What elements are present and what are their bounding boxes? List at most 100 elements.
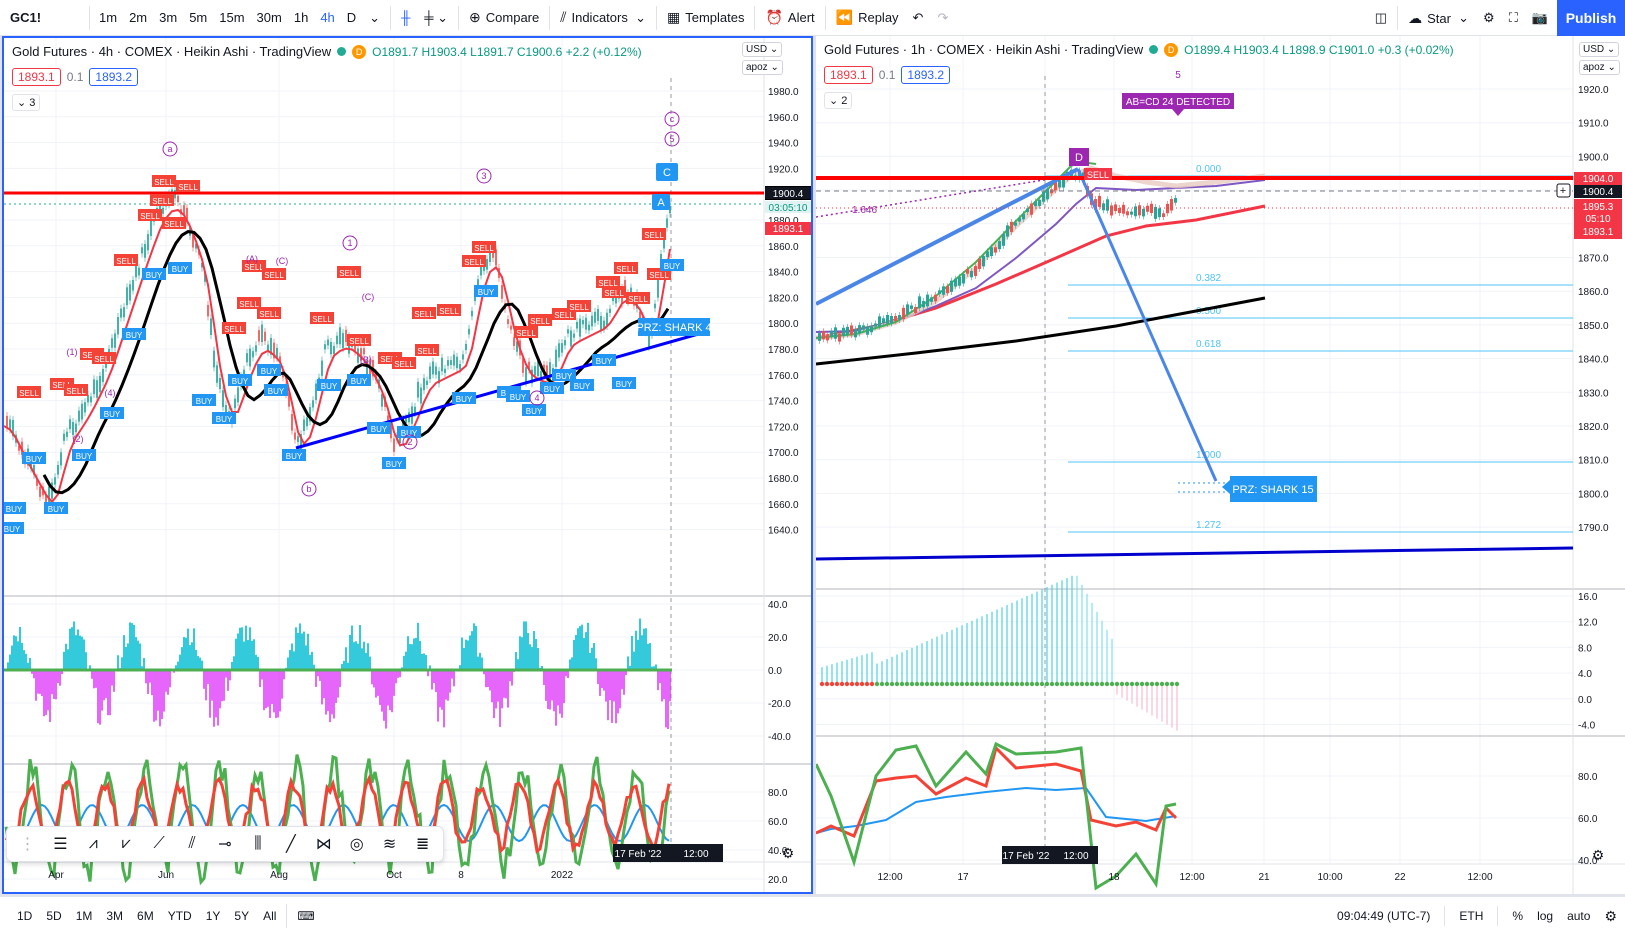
- horizontal-ray-tool-icon[interactable]: ⊸: [218, 836, 232, 853]
- interval-5m[interactable]: 5m: [189, 10, 208, 25]
- redo-button[interactable]: ↷: [930, 0, 955, 36]
- bars-pattern-tool-icon[interactable]: ⫼: [254, 835, 262, 852]
- clock-timezone[interactable]: 09:04:49 (UTC-7): [1337, 909, 1431, 923]
- buy-signal: [552, 369, 576, 381]
- add-alert-plus-icon[interactable]: [1556, 183, 1571, 198]
- abc-pattern-tool-icon[interactable]: ⩘: [88, 835, 98, 852]
- range-1d[interactable]: 1D: [17, 908, 33, 923]
- interval-4h[interactable]: 4h: [320, 10, 335, 25]
- interval-15m[interactable]: 15m: [219, 10, 245, 25]
- toolbar-divider: [89, 5, 90, 30]
- left-chart-canvas[interactable]: SELLSELLSELLSELLSELLSELLSELLSELLSELLSELL…: [4, 38, 811, 892]
- interval-30m[interactable]: 30m: [256, 10, 282, 25]
- fullscreen-button[interactable]: ⛶: [1502, 0, 1525, 36]
- chart-settings-gear-icon[interactable]: ⚙: [1604, 907, 1617, 924]
- session-button[interactable]: ETH: [1459, 909, 1484, 923]
- star-button[interactable]: ☁ Star ⌄: [1408, 9, 1470, 26]
- candle-body: [1174, 197, 1177, 203]
- histogram-dot: [869, 681, 875, 687]
- auto-scale-toggle[interactable]: auto: [1567, 909, 1591, 923]
- fib-extension-label: 1.646: [852, 205, 877, 216]
- alert-button[interactable]: ⏰ Alert: [758, 0, 821, 36]
- time-axis-settings-gear-icon[interactable]: ⚙: [782, 845, 795, 861]
- range-5y[interactable]: 5Y: [234, 908, 250, 923]
- fib-retracement-tool-icon[interactable]: ≣: [415, 836, 430, 853]
- range-3m[interactable]: 3M: [106, 908, 124, 923]
- right-chart-title[interactable]: Gold Futures · 1h · COMEX · Heikin Ashi …: [824, 42, 1144, 57]
- trend-line-tool-icon[interactable]: ╱: [286, 836, 296, 853]
- interval-1h[interactable]: 1h: [293, 10, 309, 25]
- price-axis[interactable]: 1980.01960.01940.01920.01900.01880.01860…: [768, 87, 799, 886]
- percent-scale-toggle[interactable]: %: [1512, 909, 1524, 923]
- price-tick-label: 1860.0: [1578, 287, 1609, 298]
- currency-selector[interactable]: USD ⌄: [742, 42, 783, 57]
- histogram-dot: [1094, 681, 1100, 687]
- sell-signal-text: SELL: [140, 212, 160, 221]
- unit-selector[interactable]: apoz ⌄: [742, 60, 783, 75]
- buy-price-button[interactable]: 1893.2: [901, 66, 951, 84]
- buy-price-button[interactable]: 1893.2: [89, 68, 139, 86]
- undo-button[interactable]: ↶: [906, 0, 931, 36]
- interval-dropdown-icon[interactable]: ⌄: [369, 9, 381, 25]
- range-5d[interactable]: 5D: [46, 908, 62, 923]
- range-ytd[interactable]: YTD: [167, 908, 192, 923]
- time-axis-settings-gear-icon[interactable]: ⚙: [1592, 847, 1605, 863]
- sell-price-button[interactable]: 1893.1: [824, 66, 873, 84]
- compare-button[interactable]: ⊕ Compare: [462, 0, 546, 36]
- interval-D[interactable]: D: [346, 10, 357, 25]
- time-axis[interactable]: 12:00 17 18 12:00 21 10:00 22 12:00: [877, 872, 1492, 883]
- candle-body: [507, 319, 509, 325]
- left-chart-title[interactable]: Gold Futures · 4h · COMEX · Heikin Ashi …: [12, 44, 332, 59]
- indicator-collapse-toggle[interactable]: ⌄ 3: [12, 94, 41, 111]
- goto-date-button[interactable]: ⌨: [290, 909, 321, 923]
- range-6m[interactable]: 6M: [137, 908, 154, 923]
- symbol-search-button[interactable]: GC1!: [10, 10, 42, 25]
- log-scale-toggle[interactable]: log: [1537, 909, 1554, 923]
- pattern-label-c: C: [663, 167, 671, 179]
- elliott-wave-tool-icon[interactable]: ⩗: [121, 835, 131, 852]
- wave-circle: [664, 111, 680, 127]
- candle-body: [1094, 199, 1097, 210]
- fib-channel-tool-icon[interactable]: ≋: [382, 836, 397, 853]
- right-chart-pane[interactable]: 0.000 0.382 0.500 0.618 1.000 1.272 1.646: [815, 36, 1625, 894]
- sell-price-button[interactable]: 1893.1: [12, 68, 61, 86]
- time-axis[interactable]: Apr Jun Aug Oct 8 2022: [48, 870, 573, 881]
- currency-selector[interactable]: USD ⌄: [1579, 42, 1620, 57]
- left-bid-ask: 1893.1 0.1 1893.2: [12, 68, 139, 86]
- replay-button[interactable]: ⏪ Replay: [829, 0, 906, 36]
- interval-2m[interactable]: 2m: [129, 10, 148, 25]
- publish-button[interactable]: Publish: [1557, 0, 1625, 36]
- drag-handle-icon[interactable]: ⋮: [19, 836, 36, 853]
- range-1y[interactable]: 1Y: [205, 908, 221, 923]
- settings-button[interactable]: ⚙: [1476, 0, 1502, 36]
- indicators-button[interactable]: ⫽ Indicators ⌄: [560, 9, 646, 25]
- prz-box: [1230, 476, 1317, 502]
- fib-spiral-tool-icon[interactable]: ◎: [349, 836, 364, 853]
- dividend-badge-icon[interactable]: D: [1164, 42, 1179, 57]
- unit-selector[interactable]: apoz ⌄: [1579, 60, 1620, 75]
- fib-level-label: 0.500: [1196, 306, 1221, 317]
- price-tick-label: 1720.0: [768, 422, 799, 433]
- plus-circle-icon: ⊕: [469, 9, 481, 25]
- layout-button[interactable]: ◫: [1368, 0, 1394, 36]
- snapshot-button[interactable]: 📷: [1525, 0, 1555, 36]
- bar-style-button[interactable]: ╫: [394, 0, 417, 36]
- left-chart-pane[interactable]: SELL SELL SELL SELL SELL SELL SELL SELL SELL SELL…: [2, 36, 813, 894]
- indicator-collapse-toggle[interactable]: ⌄ 2: [824, 92, 853, 109]
- wave-circle: [476, 168, 492, 184]
- interval-3m[interactable]: 3m: [159, 10, 178, 25]
- range-all[interactable]: All: [263, 908, 277, 923]
- ray-tool-icon[interactable]: ⟋: [153, 835, 165, 852]
- xabcd-pattern-tool-icon[interactable]: ⋈: [315, 836, 332, 853]
- buy-signal-text: BUY: [386, 460, 403, 469]
- interval-1m[interactable]: 1m: [99, 10, 118, 25]
- templates-button[interactable]: ▦ Templates: [660, 0, 751, 36]
- horizontal-lines-tool-icon[interactable]: ☰: [53, 836, 68, 853]
- chart-type-button[interactable]: ╪ ⌄: [424, 9, 449, 26]
- range-1m[interactable]: 1M: [75, 908, 93, 923]
- candle-body: [192, 234, 194, 248]
- sell-signal-text: SELL: [628, 295, 648, 304]
- dividend-badge-icon[interactable]: D: [352, 44, 367, 59]
- parallel-channel-tool-icon[interactable]: ⫽: [188, 835, 196, 852]
- right-chart-canvas[interactable]: 0.000 0.382 0.500 0.618 1.000 1.272 1.646: [816, 36, 1625, 894]
